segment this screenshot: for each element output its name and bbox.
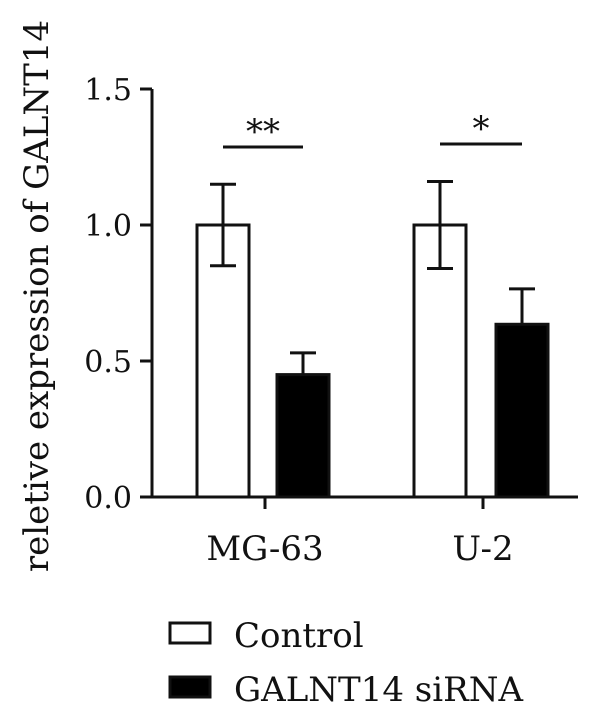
significance-marker: **	[246, 112, 280, 152]
y-tick-label: 1.5	[84, 73, 132, 108]
axes: 0.0 0.5 1.0 1.5 MG-63 U-2	[84, 73, 578, 569]
significance-marker: *	[473, 109, 490, 149]
legend-swatch	[168, 675, 212, 699]
significance-markers: ** *	[223, 109, 522, 152]
bar	[275, 373, 331, 499]
bar	[195, 223, 251, 499]
legend-label: Control	[234, 616, 364, 656]
x-tick-label: MG-63	[206, 529, 323, 569]
y-tick-label: 0.5	[84, 345, 132, 380]
y-tick-label: 1.0	[84, 209, 132, 244]
bar	[412, 223, 468, 499]
y-tick-label: 0.0	[84, 481, 132, 516]
legend-swatch	[168, 621, 212, 645]
x-tick-label: U-2	[452, 529, 513, 569]
y-axis-label: reletive expression of GALNT14	[17, 20, 57, 572]
bar	[494, 322, 550, 499]
legend: Control GALNT14 siRNA	[168, 616, 523, 710]
legend-label: GALNT14 siRNA	[234, 670, 523, 710]
bars	[195, 179, 550, 499]
